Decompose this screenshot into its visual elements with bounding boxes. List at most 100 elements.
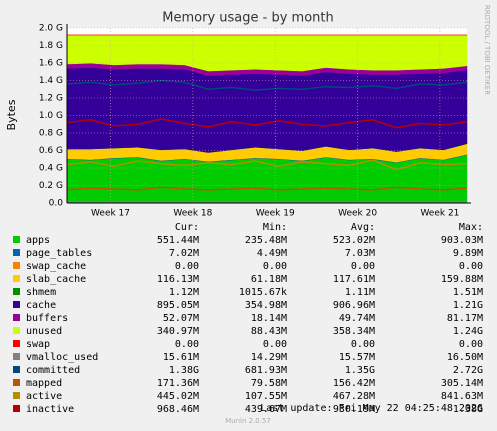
legend-swatch [13, 249, 20, 256]
legend-swatch [13, 379, 20, 386]
stat-value: 445.02M [157, 391, 199, 402]
stat-value: 906.96M [333, 300, 375, 311]
stat-value: 1.24G [453, 326, 483, 337]
legend-swatch [13, 366, 20, 373]
stat-value: 81.17M [447, 313, 483, 324]
stat-value: 2.72G [453, 365, 483, 376]
stat-value: 968.46M [157, 404, 199, 415]
legend-swatch [13, 301, 20, 308]
y-tick-label: 0.6 G [39, 146, 63, 156]
legend-entry: shmem [26, 287, 56, 298]
legend-entry: swap [26, 339, 50, 350]
plot [66, 34, 468, 204]
x-tick-label: Week 18 [173, 209, 212, 219]
stat-value: 305.14M [441, 378, 483, 389]
stat-value: 1.12M [169, 287, 199, 298]
stat-value: 0.00 [263, 261, 287, 272]
stat-value: 1.11M [345, 287, 375, 298]
stat-value: 15.57M [339, 352, 375, 363]
line [66, 79, 468, 91]
x-tick-label: Week 17 [91, 209, 130, 219]
y-tick-label: 2.0 G [39, 24, 63, 34]
x-tick-label: Week 20 [338, 209, 377, 219]
line [66, 159, 468, 171]
stat-value: 1015.67k [239, 287, 287, 298]
stat-value: 930.19M [333, 404, 375, 415]
stat-value: 551.44M [157, 235, 199, 246]
stat-value: 903.03M [441, 235, 483, 246]
stat-value: 88.43M [251, 326, 287, 337]
column-header: Min: [263, 222, 287, 233]
stat-value: 1.38G [453, 404, 483, 415]
stat-value: 116.13M [157, 274, 199, 285]
credit: Munin 2.0.57 [225, 417, 271, 425]
stat-value: 49.74M [339, 313, 375, 324]
stat-value: 354.98M [245, 300, 287, 311]
legend-entry: active [26, 391, 62, 402]
stat-value: 235.48M [245, 235, 287, 246]
y-tick-label: 1.2 G [39, 94, 63, 104]
stat-value: 0.00 [351, 261, 375, 272]
stat-value: 895.05M [157, 300, 199, 311]
stat-value: 4.49M [257, 248, 287, 259]
stat-value: 79.58M [251, 378, 287, 389]
legend-swatch [13, 288, 20, 295]
side-note: RRDTOOL / TOBI OETIKER [483, 5, 491, 95]
stat-value: 107.55M [245, 391, 287, 402]
stat-value: 52.07M [163, 313, 199, 324]
legend-entry: mapped [26, 378, 62, 389]
y-tick-label: 0.4 G [39, 164, 63, 174]
legend-entry: unused [26, 326, 62, 337]
line [66, 118, 468, 129]
stat-value: 467.28M [333, 391, 375, 402]
stat-value: 439.67M [245, 404, 287, 415]
stat-value: 15.61M [163, 352, 199, 363]
y-tick-label: 0.2 G [39, 181, 63, 191]
stat-value: 681.93M [245, 365, 287, 376]
y-tick-label: 1.0 G [39, 111, 63, 121]
area [66, 154, 468, 204]
legend-swatch [13, 405, 20, 412]
stat-value: 7.02M [169, 248, 199, 259]
column-header: Cur: [175, 222, 199, 233]
legend-entry: buffers [26, 313, 68, 324]
stat-value: 1.21G [453, 300, 483, 311]
stat-value: 171.36M [157, 378, 199, 389]
stat-value: 1.38G [169, 365, 199, 376]
stat-value: 0.00 [175, 261, 199, 272]
chart-title: Memory usage - by month [162, 11, 333, 26]
stat-value: 0.00 [263, 339, 287, 350]
y-tick-label: 1.6 G [39, 59, 63, 69]
stat-value: 358.34M [333, 326, 375, 337]
legend-entry: vmalloc_used [26, 352, 98, 363]
legend-entry: page_tables [26, 248, 92, 259]
stat-value: 14.29M [251, 352, 287, 363]
legend-entry: apps [26, 235, 50, 246]
column-header: Max: [459, 222, 483, 233]
stat-value: 1.51M [453, 287, 483, 298]
stat-value: 16.50M [447, 352, 483, 363]
legend-entry: committed [26, 365, 80, 376]
y-tick-label: 1.8 G [39, 41, 63, 51]
legend-swatch [13, 314, 20, 321]
legend-entry: slab_cache [26, 274, 86, 285]
stat-value: 0.00 [175, 339, 199, 350]
column-header: Avg: [351, 222, 375, 233]
legend-swatch [13, 353, 20, 360]
legend-swatch [13, 275, 20, 282]
stat-value: 18.14M [251, 313, 287, 324]
legend-swatch [13, 340, 20, 347]
x-tick-label: Week 19 [256, 209, 295, 219]
stat-value: 1.35G [345, 365, 375, 376]
stat-value: 0.00 [351, 339, 375, 350]
y-tick-label: 1.4 G [39, 76, 63, 86]
stat-value: 340.97M [157, 326, 199, 337]
legend-swatch [13, 327, 20, 334]
stat-value: 61.18M [251, 274, 287, 285]
legend-swatch [13, 236, 20, 243]
stat-value: 159.88M [441, 274, 483, 285]
legend-entry: cache [26, 300, 56, 311]
stat-value: 0.00 [459, 261, 483, 272]
